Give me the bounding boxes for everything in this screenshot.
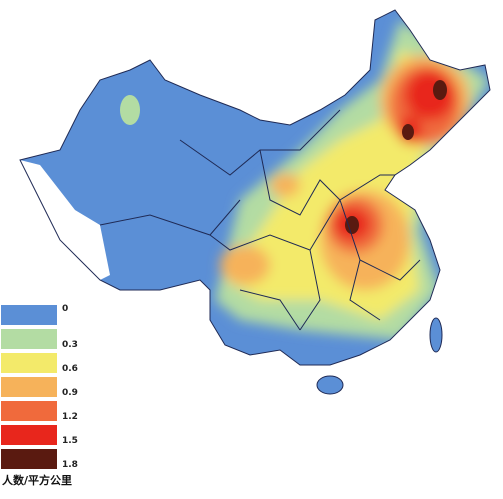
legend-label: 0.6 <box>62 364 78 374</box>
legend-label: 0.3 <box>62 340 78 350</box>
legend-swatch <box>1 377 57 397</box>
legend-swatch <box>1 401 57 421</box>
legend-swatch <box>1 305 57 325</box>
legend-swatch <box>1 329 57 349</box>
legend-label: 0 <box>62 304 68 314</box>
legend: 人数/平方公里 0 0.3 0.6 0.9 1.2 1.5 1.8 <box>1 304 78 487</box>
legend-swatch <box>1 425 57 445</box>
legend-title: 人数/平方公里 <box>2 473 72 487</box>
legend-swatch <box>1 353 57 373</box>
legend-swatch <box>1 449 57 469</box>
density <box>215 20 490 340</box>
legend-label: 1.2 <box>62 412 78 422</box>
legend-label: 1.5 <box>62 436 78 446</box>
china <box>19 9 491 395</box>
legend-label: 1.8 <box>62 460 78 470</box>
legend-label: 0.9 <box>62 388 78 398</box>
